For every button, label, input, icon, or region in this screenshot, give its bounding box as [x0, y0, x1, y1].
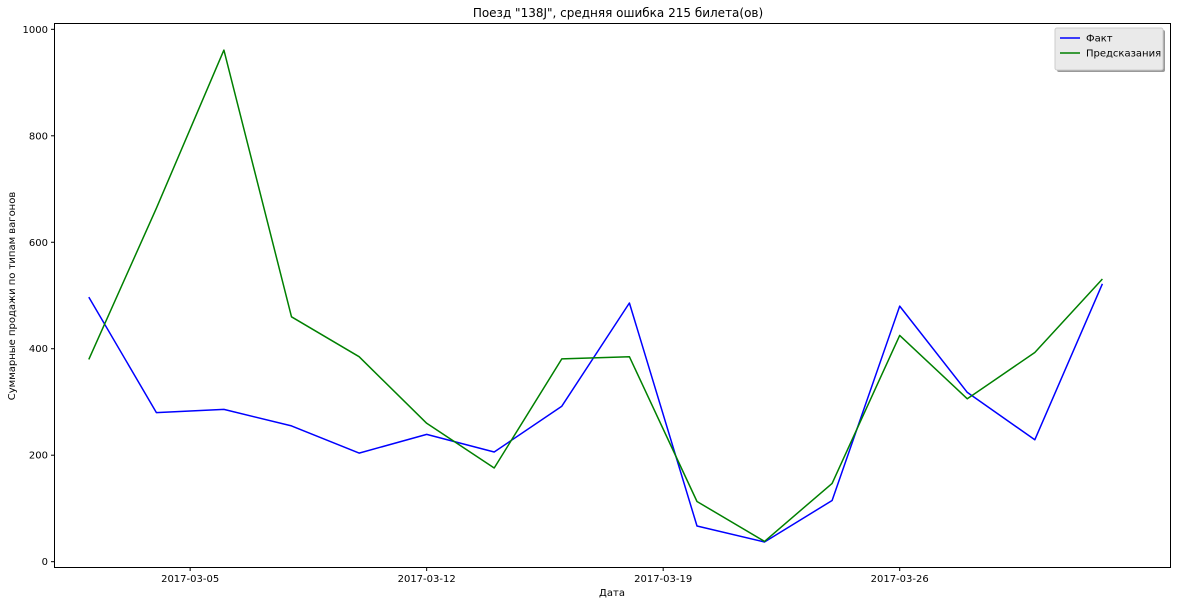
legend-label: Предсказания [1086, 49, 1161, 60]
x-tick-label: 2017-03-26 [871, 574, 929, 585]
series-layer [88, 49, 1104, 543]
y-tick-label: 200 [29, 451, 48, 462]
series-line-0 [88, 283, 1104, 543]
y-tick-label: 800 [29, 131, 48, 142]
plot-frame [54, 23, 1171, 568]
y-axis-label: Суммарные продажи по типам вагонов [7, 192, 18, 401]
y-axis: 0 200 400 600 800 1000 [23, 25, 55, 568]
legend-box [1054, 27, 1164, 71]
x-tick-label: 2017-03-19 [634, 574, 692, 585]
chart-title: Поезд "138J", средняя ошибка 215 билета(… [473, 6, 763, 20]
x-tick-label: 2017-03-05 [161, 574, 219, 585]
x-axis: 2017-03-05 2017-03-12 2017-03-19 2017-03-26 [161, 567, 929, 585]
legend-label: Факт [1086, 34, 1113, 45]
legend: Факт Предсказания [1054, 27, 1165, 72]
x-tick-label: 2017-03-12 [398, 574, 456, 585]
y-tick-label: 400 [29, 344, 48, 355]
x-axis-label: Дата [599, 588, 625, 599]
y-tick-label: 1000 [23, 25, 48, 36]
y-tick-label: 600 [29, 238, 48, 249]
series-line-1 [88, 49, 1103, 543]
y-tick-label: 0 [42, 557, 48, 568]
